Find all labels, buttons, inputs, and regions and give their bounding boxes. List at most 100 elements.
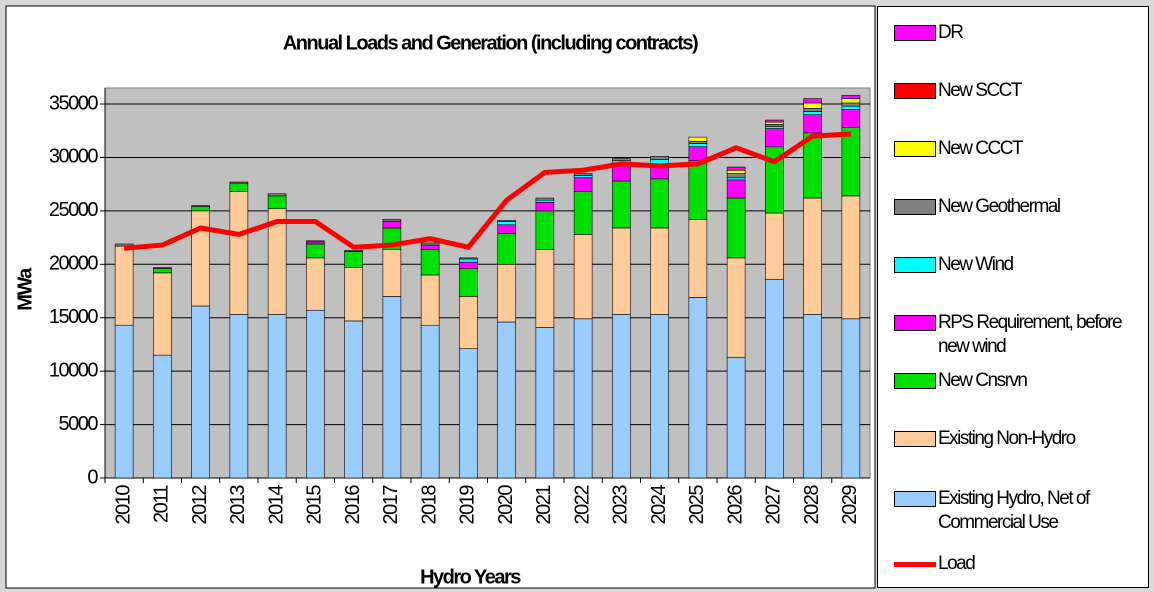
- bar-segment: [267, 193, 287, 197]
- legend-item: DR: [886, 21, 1146, 45]
- bar-segment: [459, 296, 478, 350]
- bar-segment: [573, 173, 593, 176]
- bar-segment: [803, 314, 822, 479]
- bar-segment: [573, 191, 593, 235]
- bar-segment: [344, 267, 363, 322]
- bar-segment: [382, 219, 402, 222]
- x-tick-label: 2019: [457, 485, 479, 525]
- bar-segment: [420, 244, 440, 250]
- legend-label: Load: [938, 553, 976, 574]
- legend: DR New SCCT New CCCT New Geothermal New Wind…: [877, 6, 1149, 588]
- legend-swatch: [894, 315, 936, 331]
- bar-segment: [459, 258, 478, 263]
- bar-segment: [765, 128, 784, 148]
- load-line: [123, 131, 852, 251]
- bar-segment: [535, 199, 555, 203]
- x-tick-label: 2023: [610, 485, 632, 525]
- bar-segment: [612, 158, 631, 161]
- legend-swatch: [894, 83, 936, 99]
- bar-segment: [841, 195, 861, 320]
- bar-segment: [765, 119, 784, 123]
- bar-segment: [267, 314, 287, 479]
- bar-segment: [688, 143, 708, 148]
- bar-segment: [497, 264, 516, 323]
- bar-segment: [114, 245, 134, 326]
- bar-segment: [267, 195, 287, 210]
- x-tick-label: 2028: [801, 485, 823, 525]
- bar-segment: [497, 224, 516, 234]
- bar-segment: [573, 234, 593, 320]
- plot-area: [104, 87, 871, 479]
- legend-item: New SCCT: [886, 79, 1146, 103]
- bar-segment: [650, 178, 669, 229]
- bar-segment: [841, 318, 861, 479]
- x-tick-label: 2021: [533, 485, 555, 525]
- bar-segment: [650, 227, 669, 315]
- bar-segment: [726, 179, 746, 199]
- bar-segment: [765, 124, 784, 127]
- bar-segment: [382, 249, 402, 297]
- x-tick-label: 2014: [265, 485, 287, 525]
- legend-label: New SCCT: [938, 80, 1023, 101]
- legend-item: New Geothermal: [886, 195, 1146, 219]
- x-tick-label: 2020: [495, 485, 517, 525]
- x-tick-label: 2025: [686, 485, 708, 525]
- bar-segment: [535, 202, 555, 212]
- bar-segment: [420, 324, 440, 479]
- bar-segment: [229, 314, 249, 479]
- legend-label: New CCCT: [938, 138, 1024, 159]
- bar-segment: [459, 257, 478, 260]
- bar-segment: [612, 180, 631, 229]
- x-tick-label: 2022: [571, 485, 593, 525]
- bar-segment: [726, 257, 746, 358]
- bar-segment: [803, 111, 822, 116]
- bar-segment: [535, 210, 555, 250]
- y-tick-label: 35000: [49, 92, 98, 114]
- legend-swatch: [894, 431, 936, 447]
- x-axis-title: Hydro Years: [420, 566, 521, 588]
- bar-segment: [650, 156, 669, 160]
- bar-segment: [497, 321, 516, 479]
- bar-segment: [497, 221, 516, 226]
- bar-segment: [153, 354, 172, 479]
- bar-segment: [535, 197, 555, 201]
- bar-segment: [191, 205, 210, 207]
- bar-segment: [841, 127, 861, 197]
- bar-segment: [191, 210, 210, 307]
- bar-segment: [497, 220, 516, 222]
- bar-segment: [841, 109, 861, 128]
- bar-segment: [153, 267, 172, 269]
- legend-item: Load: [886, 552, 1146, 576]
- chart-title: Annual Loads and Generation (including c…: [283, 32, 698, 54]
- bar-segment: [344, 251, 363, 268]
- bar-segment: [726, 177, 746, 181]
- bar-segment: [765, 126, 784, 129]
- legend-swatch: [894, 491, 936, 507]
- x-tick-label: 2024: [648, 485, 670, 525]
- x-tick-label: 2010: [112, 485, 134, 525]
- bar-segment: [191, 206, 210, 212]
- bar-segment: [344, 250, 363, 252]
- x-tick-label: 2011: [151, 485, 173, 523]
- bar-segment: [535, 249, 555, 328]
- bar-segment: [803, 98, 822, 104]
- bar-segment: [688, 136, 708, 142]
- bar-segment: [153, 272, 172, 356]
- bar-segment: [229, 182, 249, 192]
- bar-segment: [382, 221, 402, 229]
- bar-segment: [459, 261, 478, 269]
- bar-segment: [420, 242, 440, 246]
- bar-segment: [153, 268, 172, 274]
- bar-segment: [841, 98, 861, 104]
- bar-segment: [344, 320, 363, 479]
- bar-segment: [688, 219, 708, 298]
- legend-swatch: [894, 562, 936, 567]
- legend-item: RPS Requirement, before new wind: [886, 311, 1146, 359]
- bar-segment: [765, 121, 784, 125]
- x-tick-label: 2029: [839, 485, 861, 525]
- x-tick-label: 2016: [342, 485, 364, 525]
- y-tick-label: 0: [87, 466, 98, 488]
- legend-item: New Wind: [886, 253, 1146, 277]
- bar-segment: [535, 327, 555, 479]
- x-tick-label: 2018: [418, 485, 440, 525]
